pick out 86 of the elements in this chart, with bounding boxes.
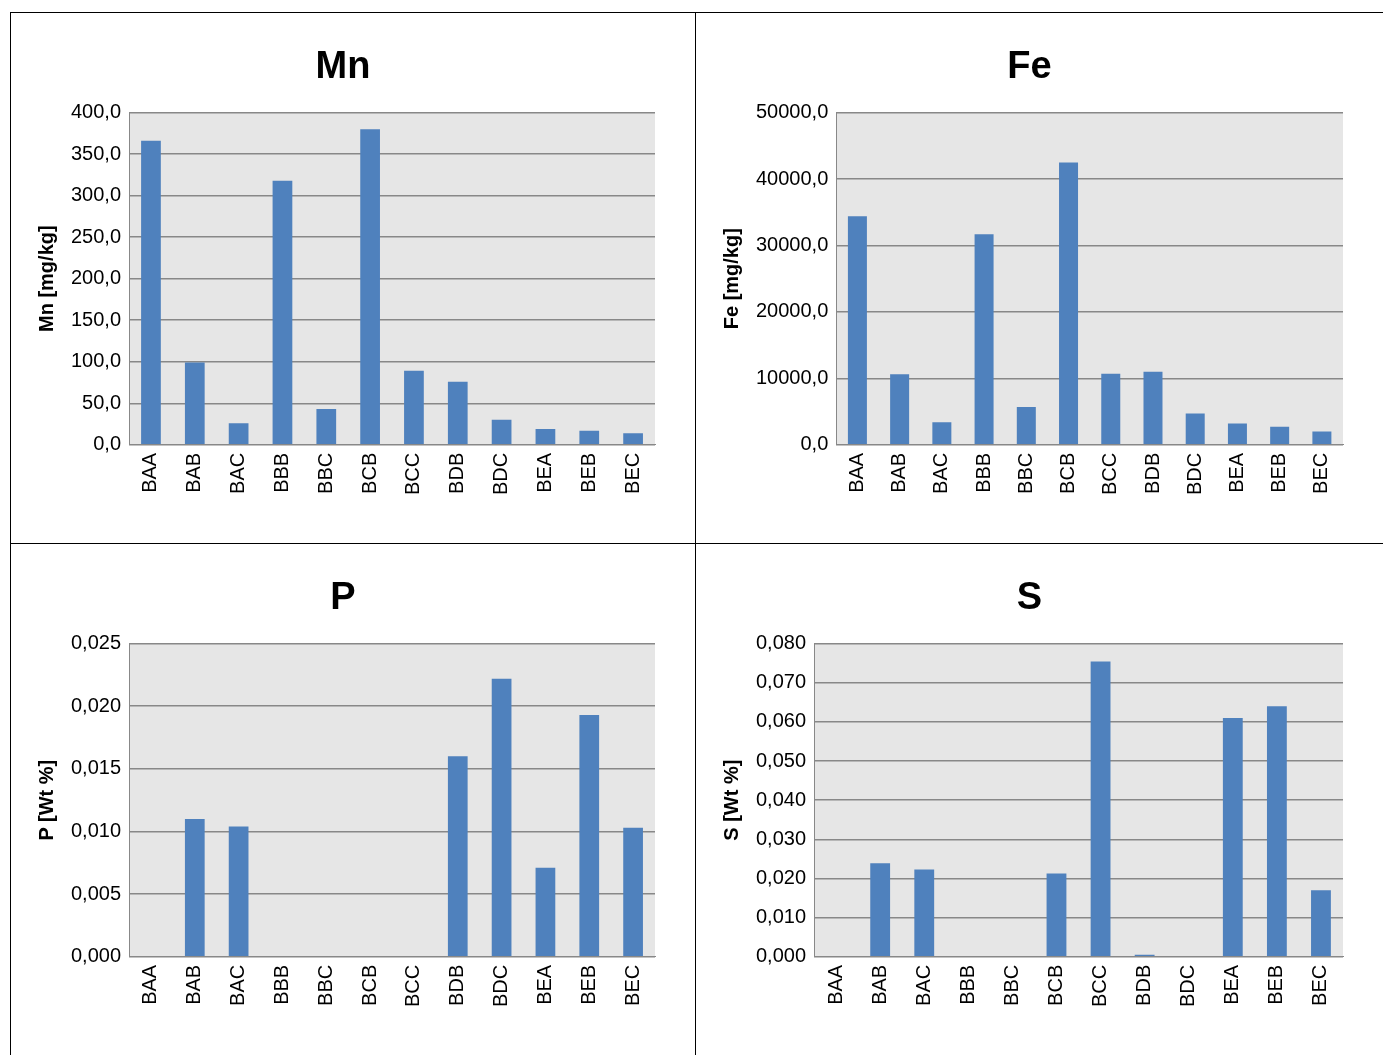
x-tick-label: BCB bbox=[357, 452, 380, 494]
chart-title: Fe bbox=[1007, 44, 1052, 87]
y-tick-label: 150,0 bbox=[70, 307, 122, 330]
chart-title: Mn bbox=[315, 44, 371, 87]
x-tick-label: BDB bbox=[1140, 452, 1163, 494]
x-tick-label: BEC bbox=[620, 452, 643, 494]
chart-title: S bbox=[1016, 575, 1043, 618]
x-tick-label: BEA bbox=[532, 452, 555, 493]
y-tick-label: 350,0 bbox=[70, 141, 122, 164]
x-tick-label: BAA bbox=[138, 964, 161, 1005]
y-tick-label: 100,0 bbox=[70, 349, 122, 372]
y-tick-label: 200,0 bbox=[70, 266, 122, 289]
x-tick-label: BCC bbox=[401, 452, 424, 496]
y-tick-label: 20000,0 bbox=[756, 299, 829, 322]
y-tick-label: 0,025 bbox=[70, 631, 122, 654]
y-tick-label: 50000,0 bbox=[756, 100, 829, 123]
x-tick-label: BEA bbox=[532, 964, 555, 1005]
y-tick-label: 0,010 bbox=[755, 905, 807, 928]
y-axis-title: S [Wt %] bbox=[719, 759, 742, 841]
x-tick-label: BAB bbox=[887, 452, 910, 493]
x-tick-label: BDB bbox=[445, 452, 468, 494]
x-tick-label: BEB bbox=[1264, 964, 1287, 1005]
y-axis-title: P [Wt %] bbox=[34, 759, 57, 841]
x-tick-label: BBC bbox=[313, 452, 336, 494]
y-tick-label: 0,005 bbox=[70, 881, 122, 904]
x-tick-label: BAA bbox=[138, 452, 161, 493]
y-tick-label: 0,010 bbox=[70, 819, 122, 842]
x-tick-label: BEA bbox=[1220, 964, 1243, 1005]
x-tick-label: BEB bbox=[1267, 452, 1290, 493]
y-tick-label: 0,050 bbox=[755, 748, 807, 771]
x-tick-label: BEA bbox=[1224, 452, 1247, 493]
chart-title: P bbox=[330, 575, 356, 618]
x-tick-label: BAA bbox=[844, 452, 867, 493]
x-tick-label: BAB bbox=[182, 452, 205, 493]
y-tick-label: 40000,0 bbox=[756, 166, 829, 189]
x-tick-label: BCC bbox=[1098, 452, 1121, 496]
x-tick-label: BAA bbox=[823, 964, 846, 1005]
x-tick-label: BBC bbox=[999, 964, 1022, 1006]
x-tick-label: BEB bbox=[576, 964, 599, 1005]
y-tick-label: 0,030 bbox=[755, 826, 807, 849]
x-tick-label: BCC bbox=[401, 964, 424, 1008]
y-tick-label: 0,015 bbox=[70, 756, 122, 779]
y-tick-label: 300,0 bbox=[70, 183, 122, 206]
x-tick-label: BEB bbox=[576, 452, 599, 493]
y-tick-label: 0,040 bbox=[755, 787, 807, 810]
y-tick-label: 0,080 bbox=[755, 631, 807, 654]
y-tick-label: 10000,0 bbox=[756, 365, 829, 388]
y-tick-label: 0,0 bbox=[800, 432, 829, 455]
x-tick-label: BAC bbox=[911, 964, 934, 1006]
y-tick-label: 30000,0 bbox=[756, 232, 829, 255]
y-axis-title: Mn [mg/kg] bbox=[34, 225, 57, 333]
x-tick-label: BBB bbox=[269, 452, 292, 493]
y-tick-label: 0,0 bbox=[93, 432, 122, 455]
x-tick-label: BDC bbox=[489, 964, 512, 1008]
y-tick-label: 0,020 bbox=[70, 693, 122, 716]
y-tick-label: 250,0 bbox=[70, 224, 122, 247]
x-tick-label: BAB bbox=[182, 964, 205, 1005]
x-tick-label: BCC bbox=[1088, 964, 1111, 1008]
y-tick-label: 0,070 bbox=[755, 670, 807, 693]
y-tick-label: 0,000 bbox=[70, 944, 122, 967]
x-tick-label: BCB bbox=[1056, 452, 1079, 494]
x-tick-label: BEC bbox=[1309, 452, 1332, 494]
x-tick-label: BBB bbox=[955, 964, 978, 1005]
x-tick-label: BEC bbox=[620, 964, 643, 1006]
y-tick-label: 400,0 bbox=[70, 100, 122, 123]
x-tick-label: BBC bbox=[1013, 452, 1036, 494]
x-tick-label: BAC bbox=[226, 452, 249, 494]
y-tick-label: 0,060 bbox=[755, 709, 807, 732]
x-tick-label: BDB bbox=[445, 964, 468, 1006]
x-tick-label: BBB bbox=[269, 964, 292, 1005]
x-tick-label: BDB bbox=[1132, 964, 1155, 1006]
x-tick-label: BAC bbox=[226, 964, 249, 1006]
x-tick-label: BDC bbox=[489, 452, 512, 496]
y-tick-label: 0,020 bbox=[755, 866, 807, 888]
x-tick-label: BCB bbox=[357, 964, 380, 1006]
x-tick-label: BAC bbox=[929, 452, 952, 494]
y-axis-title: Fe [mg/kg] bbox=[719, 228, 742, 330]
y-tick-label: 0,000 bbox=[755, 944, 807, 967]
x-tick-label: BCB bbox=[1044, 964, 1066, 1006]
x-tick-label: BAB bbox=[867, 964, 890, 1005]
x-tick-label: BDC bbox=[1182, 452, 1205, 496]
x-tick-label: BDC bbox=[1176, 964, 1199, 1008]
y-tick-label: 50,0 bbox=[82, 390, 122, 413]
x-tick-label: BBB bbox=[971, 452, 994, 493]
x-tick-label: BEC bbox=[1308, 964, 1331, 1006]
x-tick-label: BBC bbox=[313, 964, 336, 1006]
